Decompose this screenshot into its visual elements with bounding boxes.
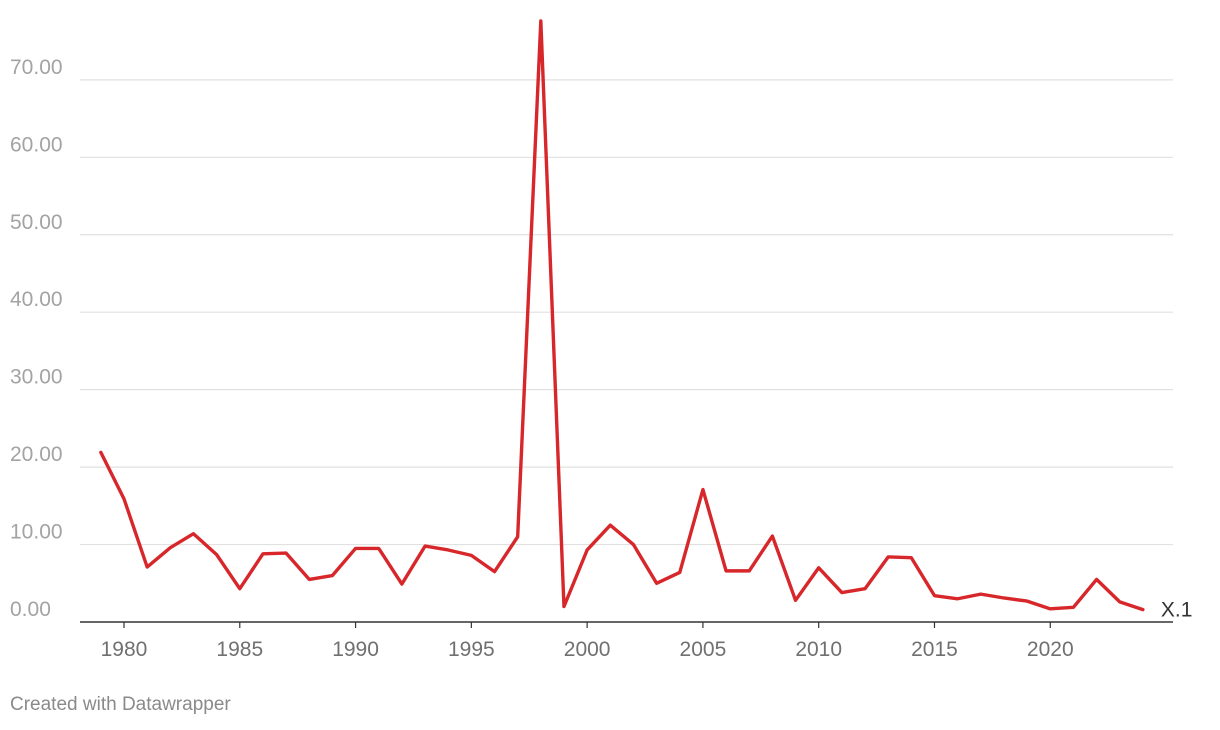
y-tick-label: 50.00 [10, 211, 63, 234]
credit-text: Created with Datawrapper [10, 694, 231, 715]
x-tick-label: 1980 [101, 638, 148, 661]
y-tick-label: 30.00 [10, 366, 63, 389]
y-tick-label: 20.00 [10, 443, 63, 466]
y-tick-label: 0.00 [10, 598, 51, 621]
x-tick-label: 1985 [216, 638, 263, 661]
series-label: X.1 [1161, 599, 1193, 622]
y-tick-label: 40.00 [10, 288, 63, 311]
y-tick-label: 70.00 [10, 56, 63, 79]
y-tick-label: 10.00 [10, 521, 63, 544]
x-tick-label: 1990 [332, 638, 379, 661]
x-tick-label: 2005 [680, 638, 727, 661]
y-tick-label: 60.00 [10, 133, 63, 156]
x-tick-label: 2010 [795, 638, 842, 661]
x-tick-label: 2015 [911, 638, 958, 661]
x-tick-label: 1995 [448, 638, 495, 661]
x-tick-label: 2020 [1027, 638, 1074, 661]
x-tick-label: 2000 [564, 638, 611, 661]
series-line [99, 19, 1145, 612]
